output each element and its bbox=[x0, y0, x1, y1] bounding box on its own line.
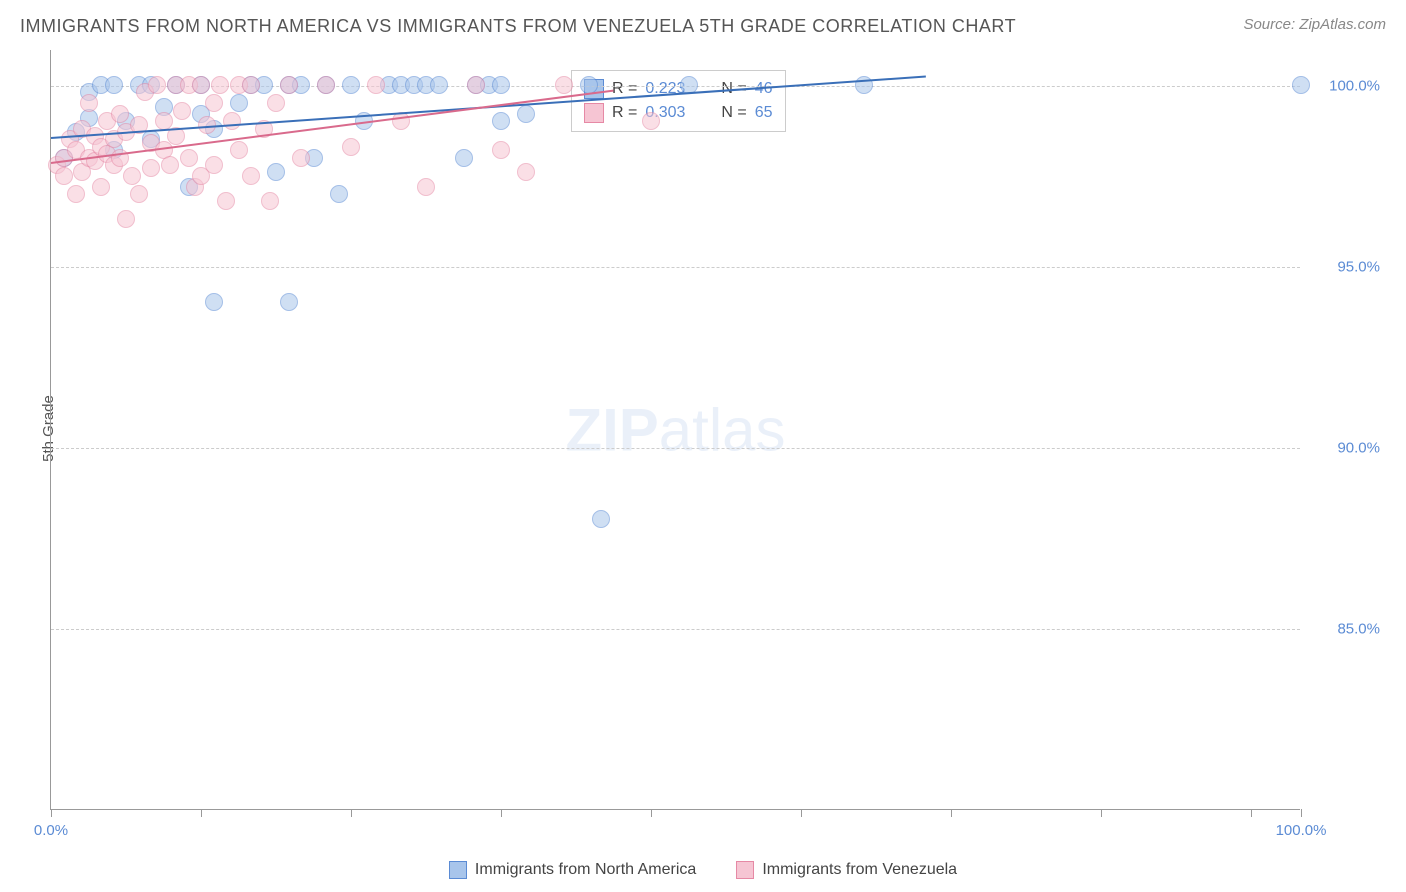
legend-row: R = 0.303N = 65 bbox=[584, 101, 773, 125]
scatter-point bbox=[467, 76, 485, 94]
x-tick-label: 100.0% bbox=[1276, 822, 1327, 839]
scatter-point bbox=[117, 210, 135, 228]
series-legend: Immigrants from North America Immigrants … bbox=[0, 861, 1406, 884]
chart-plot-area: ZIPatlas R = 0.223N = 46R = 0.303N = 65 … bbox=[50, 50, 1300, 810]
scatter-point bbox=[455, 149, 473, 167]
x-tick bbox=[651, 809, 652, 817]
scatter-point bbox=[80, 94, 98, 112]
x-tick bbox=[501, 809, 502, 817]
scatter-point bbox=[192, 76, 210, 94]
x-tick bbox=[951, 809, 952, 817]
x-tick bbox=[201, 809, 202, 817]
scatter-point bbox=[517, 105, 535, 123]
scatter-point bbox=[123, 167, 141, 185]
scatter-point bbox=[1292, 76, 1310, 94]
watermark-logo: ZIPatlas bbox=[565, 395, 785, 464]
scatter-point bbox=[492, 141, 510, 159]
scatter-point bbox=[217, 192, 235, 210]
legend-swatch bbox=[449, 861, 467, 879]
x-tick bbox=[801, 809, 802, 817]
scatter-point bbox=[367, 76, 385, 94]
gridline bbox=[51, 267, 1300, 268]
scatter-point bbox=[173, 102, 191, 120]
scatter-point bbox=[55, 167, 73, 185]
legend-n-label: N = bbox=[721, 104, 746, 122]
scatter-point bbox=[267, 94, 285, 112]
scatter-point bbox=[517, 163, 535, 181]
scatter-point bbox=[211, 76, 229, 94]
bottom-legend-label: Immigrants from Venezuela bbox=[762, 861, 957, 879]
chart-title: IMMIGRANTS FROM NORTH AMERICA VS IMMIGRA… bbox=[20, 16, 1016, 37]
scatter-point bbox=[592, 510, 610, 528]
y-tick-label: 90.0% bbox=[1337, 440, 1380, 457]
scatter-point bbox=[430, 76, 448, 94]
x-tick bbox=[1301, 809, 1302, 817]
legend-r-label: R = bbox=[612, 104, 637, 122]
x-tick-label: 0.0% bbox=[34, 822, 68, 839]
scatter-point bbox=[292, 149, 310, 167]
x-tick bbox=[1251, 809, 1252, 817]
scatter-point bbox=[205, 94, 223, 112]
scatter-point bbox=[317, 76, 335, 94]
scatter-point bbox=[242, 76, 260, 94]
scatter-point bbox=[205, 156, 223, 174]
y-tick-label: 100.0% bbox=[1329, 78, 1380, 95]
x-tick bbox=[1101, 809, 1102, 817]
scatter-point bbox=[205, 293, 223, 311]
scatter-point bbox=[142, 159, 160, 177]
scatter-point bbox=[642, 112, 660, 130]
scatter-point bbox=[92, 178, 110, 196]
bottom-legend-label: Immigrants from North America bbox=[475, 861, 696, 879]
bottom-legend-item: Immigrants from Venezuela bbox=[736, 861, 957, 879]
scatter-point bbox=[492, 76, 510, 94]
scatter-point bbox=[417, 178, 435, 196]
scatter-point bbox=[267, 163, 285, 181]
bottom-legend-item: Immigrants from North America bbox=[449, 861, 696, 879]
scatter-point bbox=[111, 105, 129, 123]
x-tick bbox=[51, 809, 52, 817]
scatter-point bbox=[180, 149, 198, 167]
scatter-point bbox=[161, 156, 179, 174]
scatter-point bbox=[342, 76, 360, 94]
legend-n-value: 65 bbox=[755, 104, 773, 122]
scatter-point bbox=[242, 167, 260, 185]
correlation-legend-box: R = 0.223N = 46R = 0.303N = 65 bbox=[571, 70, 786, 132]
scatter-point bbox=[105, 76, 123, 94]
scatter-point bbox=[148, 76, 166, 94]
scatter-point bbox=[280, 76, 298, 94]
legend-swatch bbox=[736, 861, 754, 879]
scatter-point bbox=[130, 185, 148, 203]
gridline bbox=[51, 629, 1300, 630]
scatter-point bbox=[230, 94, 248, 112]
y-tick-label: 85.0% bbox=[1337, 621, 1380, 638]
scatter-point bbox=[342, 138, 360, 156]
scatter-point bbox=[330, 185, 348, 203]
scatter-point bbox=[67, 185, 85, 203]
source-citation: Source: ZipAtlas.com bbox=[1243, 16, 1386, 33]
scatter-point bbox=[261, 192, 279, 210]
scatter-point bbox=[230, 141, 248, 159]
scatter-point bbox=[223, 112, 241, 130]
scatter-point bbox=[280, 293, 298, 311]
x-tick bbox=[351, 809, 352, 817]
y-tick-label: 95.0% bbox=[1337, 259, 1380, 276]
scatter-point bbox=[492, 112, 510, 130]
scatter-point bbox=[555, 76, 573, 94]
gridline bbox=[51, 448, 1300, 449]
legend-swatch bbox=[584, 103, 604, 123]
